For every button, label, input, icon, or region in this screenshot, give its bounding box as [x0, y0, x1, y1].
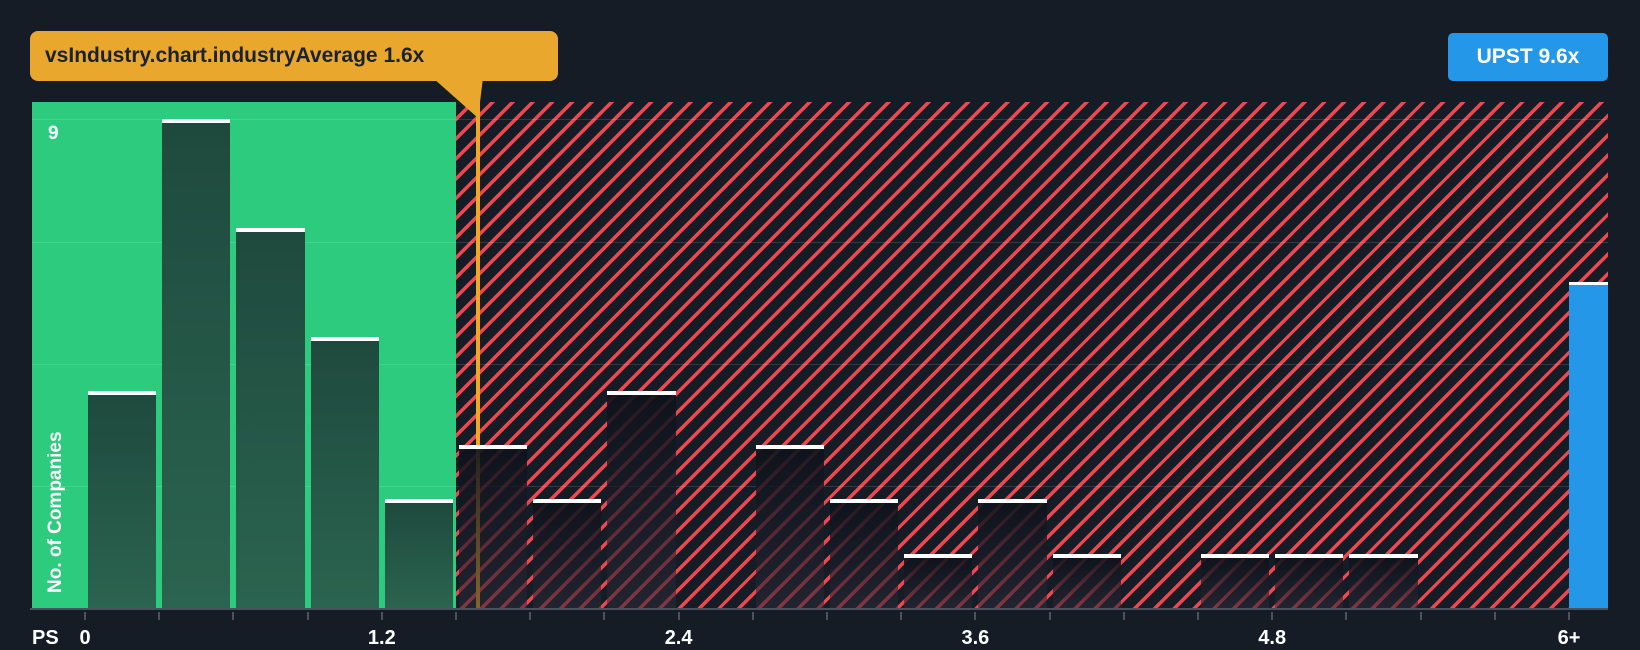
- industry-average-tooltip: vsIndustry.chart.industryAverage 1.6x: [30, 31, 558, 81]
- y-max-gridline-label: 9: [48, 123, 59, 144]
- x-axis-tick: [455, 612, 457, 620]
- x-axis-tick: [306, 612, 309, 620]
- histogram-bar[interactable]: [607, 390, 676, 608]
- x-axis-tick: [1197, 612, 1199, 620]
- x-axis-unit-label: PS: [32, 627, 59, 649]
- histogram-bar[interactable]: [162, 119, 231, 608]
- histogram-bar[interactable]: [310, 336, 379, 608]
- x-tick-label: 1.2: [367, 627, 396, 649]
- x-axis-tick: [1568, 612, 1570, 620]
- x-axis-tick: [974, 612, 977, 620]
- histogram-bar[interactable]: [1052, 553, 1121, 608]
- upst-bar[interactable]: [1569, 282, 1608, 608]
- histogram-bar[interactable]: [830, 499, 899, 608]
- y-gridline: [32, 119, 1608, 121]
- y-axis-label: No. of Companies: [45, 431, 66, 593]
- histogram-bar[interactable]: [755, 445, 824, 608]
- x-axis-tick: [900, 612, 903, 620]
- x-axis-tick: [677, 612, 680, 620]
- x-tick-label: 0: [79, 627, 91, 649]
- x-axis: [30, 608, 1608, 610]
- y-gridline: [32, 241, 1608, 243]
- x-axis-tick: [158, 612, 161, 620]
- x-axis-tick: [1122, 612, 1125, 620]
- histogram-bar[interactable]: [459, 445, 528, 608]
- histogram-bar[interactable]: [904, 553, 973, 608]
- histogram-bar[interactable]: [384, 499, 453, 608]
- x-axis-tick: [1271, 612, 1274, 620]
- x-axis-tick: [751, 612, 754, 620]
- x-tick-label: 2.4: [664, 627, 693, 649]
- upst-badge[interactable]: UPST 9.6x: [1448, 33, 1608, 81]
- histogram-bar[interactable]: [533, 499, 602, 608]
- x-axis-tick: [603, 612, 606, 620]
- x-axis-tick: [1048, 612, 1051, 620]
- histogram-bar[interactable]: [236, 227, 305, 608]
- histogram-bar[interactable]: [1201, 553, 1270, 608]
- x-axis-tick: [380, 612, 383, 620]
- histogram-bar[interactable]: [978, 499, 1047, 608]
- x-axis-tick: [1493, 612, 1496, 620]
- x-tick-label: 4.8: [1258, 627, 1287, 649]
- x-tick-label: 3.6: [961, 627, 990, 649]
- industry-average-tooltip-label: vsIndustry.chart.industryAverage 1.6x: [45, 44, 425, 67]
- x-axis-tick: [1419, 612, 1422, 620]
- upst-badge-label: UPST 9.6x: [1476, 45, 1580, 68]
- histogram-bar[interactable]: [88, 390, 157, 608]
- x-axis-tick: [529, 612, 532, 620]
- histogram-bar[interactable]: [1275, 553, 1344, 608]
- histogram-bar[interactable]: [1349, 553, 1418, 608]
- x-axis-tick: [232, 612, 235, 620]
- x-tick-label: 6+: [1557, 627, 1581, 649]
- y-gridline: [32, 363, 1608, 365]
- x-axis-tick: [1345, 612, 1348, 620]
- x-axis-tick: [84, 612, 86, 620]
- industry-average-line: [476, 99, 480, 608]
- x-axis-tick: [826, 612, 828, 620]
